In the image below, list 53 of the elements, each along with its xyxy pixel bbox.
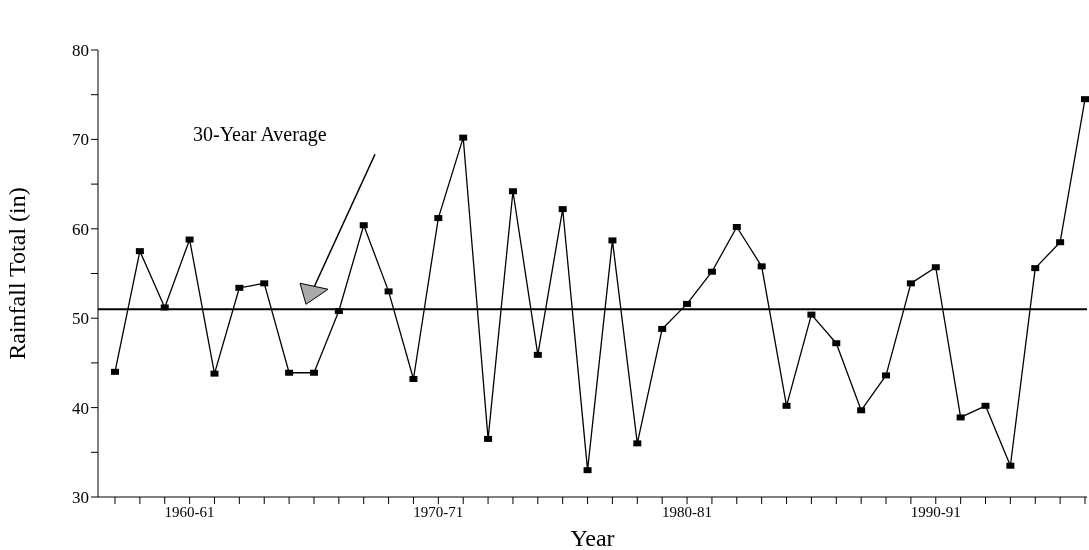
point [857,407,866,414]
y-tick-label: 80 [72,41,89,61]
point [583,467,592,474]
x-tick-label: 1990-91 [910,503,961,520]
point [1031,265,1040,272]
point [707,268,716,275]
y-tick-label: 60 [72,219,89,239]
point [260,280,269,287]
x-tick-label: 1970-71 [413,503,464,520]
point [484,435,493,442]
point [906,280,915,287]
y-tick-label: 30 [72,488,89,508]
point [732,224,741,231]
point [434,215,443,222]
point [409,375,418,382]
point [185,236,194,243]
point [135,248,144,255]
point [111,368,119,375]
x-tick-label: 1960-61 [164,503,215,520]
point [334,308,343,315]
point [235,284,244,291]
point [210,370,219,377]
point [1056,239,1065,246]
point [931,264,940,271]
x-tick-label: 1980-81 [662,503,713,520]
point [1006,462,1015,469]
point [683,300,692,307]
point [384,288,393,295]
y-axis-title: Rainfall Total (in) [3,187,30,360]
point [956,414,965,421]
point [807,311,816,318]
ref-line-label: 30-Year Average [193,123,327,147]
point [757,263,766,270]
point [633,440,642,447]
point [1081,96,1089,103]
y-tick-label: 50 [72,309,89,329]
point [309,369,318,376]
point [882,372,891,379]
point [508,188,517,195]
point [658,325,667,332]
y-tick-label: 40 [72,398,89,418]
point [608,237,617,244]
point [459,134,468,141]
point [981,402,990,409]
point [782,402,791,409]
point [359,222,368,229]
y-tick-label: 70 [72,130,89,150]
x-axis-title: Year [570,525,615,550]
point [533,351,542,358]
point [832,340,841,347]
point [160,304,169,311]
point [285,369,294,376]
point [558,206,567,213]
